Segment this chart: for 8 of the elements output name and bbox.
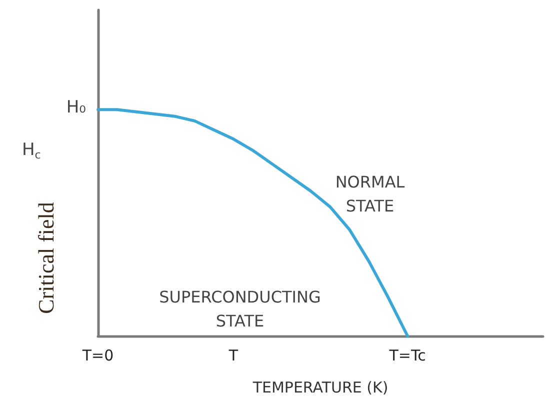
- x-tick-label: T=Tc: [388, 346, 426, 364]
- x-tick-label: T=0: [81, 346, 114, 364]
- annotation: SUPERCONDUCTING STATE: [159, 288, 321, 330]
- annotation: H₀: [66, 98, 86, 118]
- y-axis-title: Critical field: [34, 202, 58, 314]
- x-axis-title: TEMPERATURE (K): [252, 378, 388, 396]
- annotation: NORMAL STATE: [335, 172, 405, 216]
- x-tick-label: T: [228, 346, 239, 364]
